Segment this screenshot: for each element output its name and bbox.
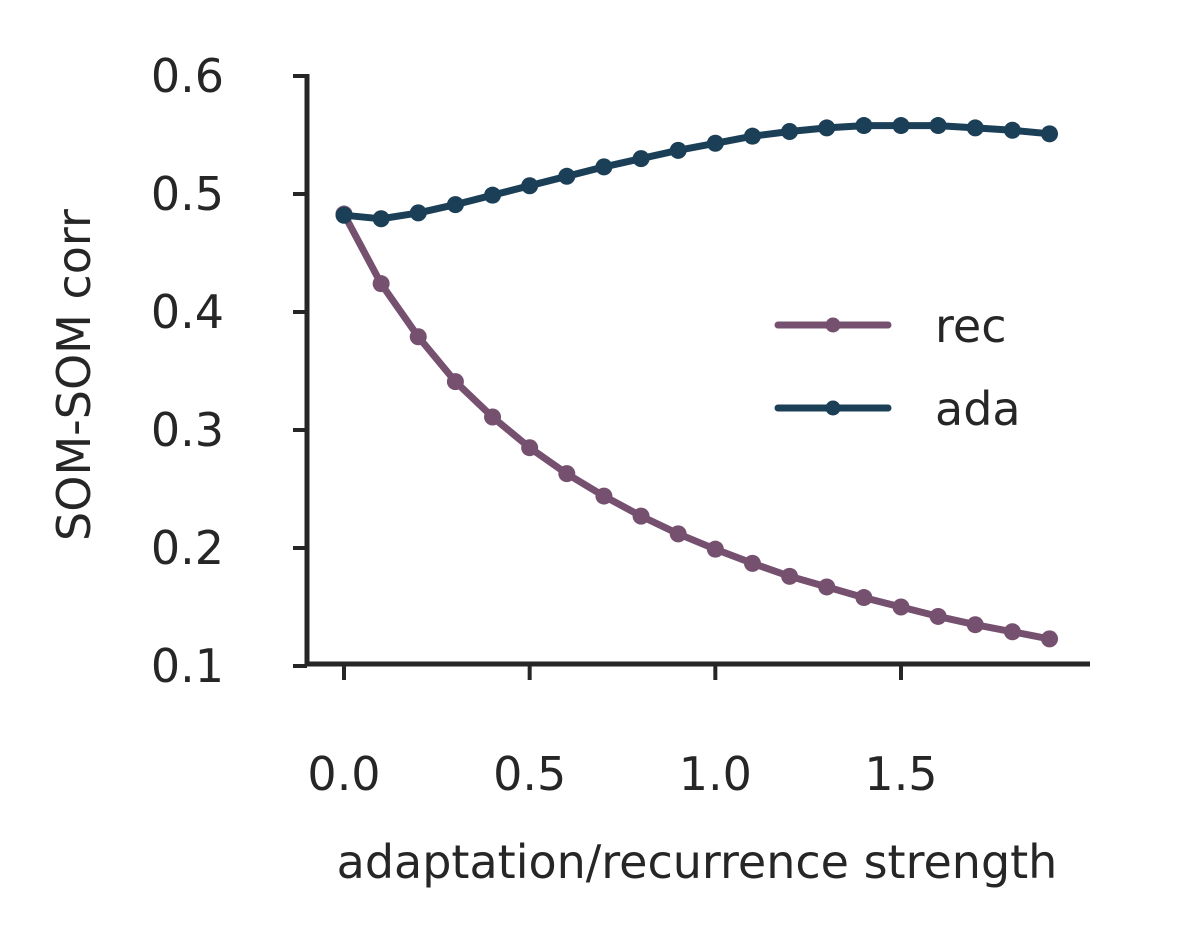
- data-point-ada: [781, 122, 799, 140]
- data-point-rec: [409, 328, 427, 346]
- data-point-ada: [892, 117, 910, 135]
- series-layer: [335, 117, 1059, 648]
- data-point-rec: [892, 598, 910, 616]
- x-tick-label: 1.5: [864, 747, 937, 801]
- data-point-rec: [1003, 623, 1021, 641]
- legend: rec ada: [774, 299, 1021, 436]
- data-point-ada: [446, 196, 464, 214]
- data-point-ada: [372, 210, 390, 228]
- legend-label-ada: ada: [935, 382, 1021, 436]
- data-point-ada: [706, 134, 724, 152]
- data-point-ada: [1041, 125, 1059, 143]
- data-point-ada: [818, 119, 836, 137]
- data-point-rec: [966, 616, 984, 634]
- data-point-rec: [484, 408, 502, 426]
- data-point-ada: [484, 186, 502, 204]
- data-point-rec: [372, 275, 390, 293]
- legend-marker-rec: [825, 317, 841, 333]
- data-point-rec: [558, 465, 576, 483]
- y-axis-label: SOM-SOM corr: [47, 209, 101, 541]
- data-point-ada: [743, 127, 761, 145]
- data-point-rec: [1041, 630, 1059, 648]
- y-tick-label: 0.1: [151, 639, 224, 693]
- y-tick-label: 0.4: [151, 285, 224, 339]
- legend-label-rec: rec: [935, 299, 1007, 353]
- data-point-ada: [1003, 121, 1021, 139]
- data-point-rec: [706, 540, 724, 558]
- x-axis-label: adaptation/recurrence strength: [337, 835, 1058, 889]
- data-point-rec: [781, 567, 799, 585]
- data-point-rec: [929, 607, 947, 625]
- legend-marker-ada: [825, 400, 841, 416]
- data-point-rec: [855, 589, 873, 607]
- data-point-ada: [855, 117, 873, 135]
- x-tick-label: 0.5: [493, 747, 566, 801]
- data-point-rec: [446, 373, 464, 391]
- data-point-ada: [558, 167, 576, 185]
- y-tick-label: 0.6: [151, 49, 224, 103]
- data-point-ada: [632, 150, 650, 168]
- x-tick-label: 1.0: [679, 747, 752, 801]
- y-tick-label: 0.5: [151, 167, 224, 221]
- data-point-ada: [595, 158, 613, 176]
- data-point-rec: [595, 487, 613, 505]
- data-point-ada: [966, 119, 984, 137]
- data-point-rec: [632, 507, 650, 525]
- data-point-rec: [818, 578, 836, 596]
- y-tick-label: 0.3: [151, 403, 224, 457]
- data-point-ada: [669, 141, 687, 159]
- data-point-rec: [743, 554, 761, 572]
- data-point-rec: [669, 525, 687, 543]
- y-tick-label: 0.2: [151, 521, 224, 575]
- ticks-layer: 0.1 0.2 0.3 0.4 0.5 0.6 0.0 0.5 1.0 1.5: [151, 49, 938, 801]
- data-point-ada: [335, 206, 353, 224]
- data-point-rec: [521, 439, 539, 457]
- x-tick-label: 0.0: [307, 747, 380, 801]
- data-point-ada: [409, 204, 427, 222]
- data-point-ada: [521, 177, 539, 195]
- data-point-ada: [929, 117, 947, 135]
